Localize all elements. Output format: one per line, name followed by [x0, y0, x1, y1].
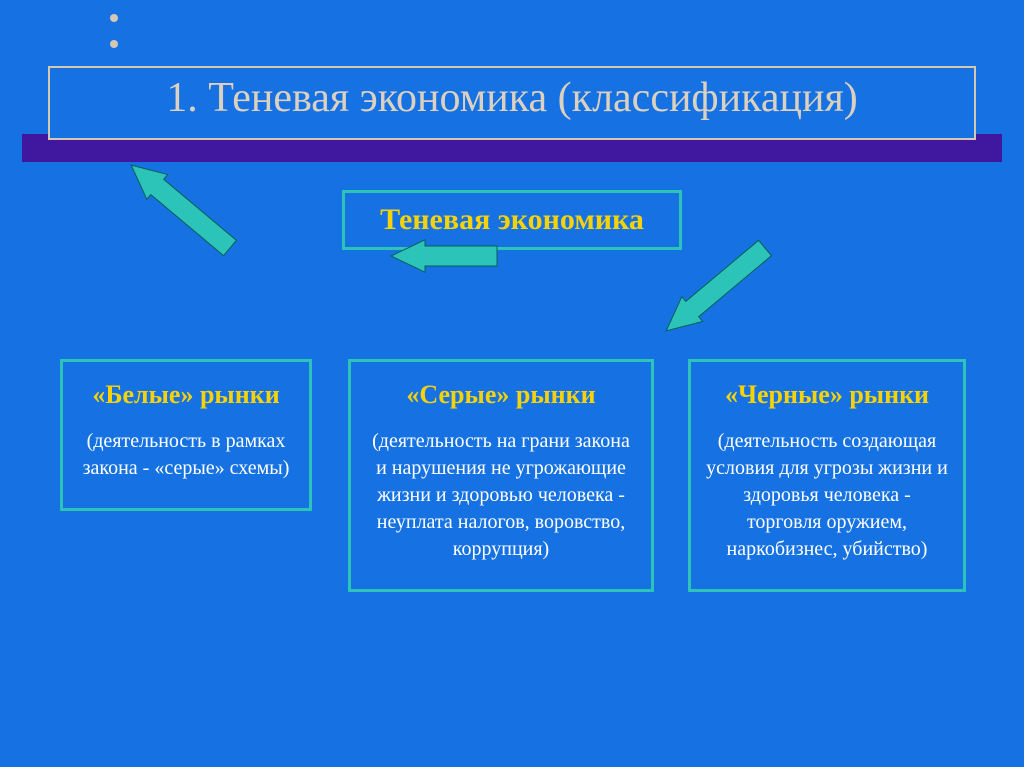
- slide-title-box: 1. Теневая экономика (классификация): [48, 66, 976, 140]
- classification-box: «Серые» рынки (деятельность на грани зако…: [348, 359, 654, 592]
- slide-bullets: [110, 14, 118, 48]
- root-label: Теневая экономика: [380, 203, 644, 236]
- root-node: Теневая экономика: [342, 190, 682, 250]
- classification-desc: (деятельность создающая условия для угро…: [705, 428, 949, 563]
- classification-title: «Серые» рынки: [365, 380, 637, 410]
- classification-desc: (деятельность на грани закона и нарушени…: [365, 428, 637, 563]
- classification-desc: (деятельность в рамках закона - «серые» …: [77, 428, 295, 482]
- slide-title: 1. Теневая экономика (классификация): [166, 75, 858, 121]
- bullet-dot: [110, 40, 118, 48]
- classification-title: «Черные» рынки: [705, 380, 949, 410]
- arrow-icon: [121, 153, 241, 261]
- classification-box: «Белые» рынки (деятельность в рамках зако…: [60, 359, 312, 511]
- classification-box: «Черные» рынки (деятельность создающая ус…: [688, 359, 966, 592]
- classification-title: «Белые» рынки: [77, 380, 295, 410]
- slide: 1. Теневая экономика (классификация) Тен…: [0, 0, 1024, 767]
- bullet-dot: [110, 14, 118, 22]
- arrow-icon: [656, 236, 776, 344]
